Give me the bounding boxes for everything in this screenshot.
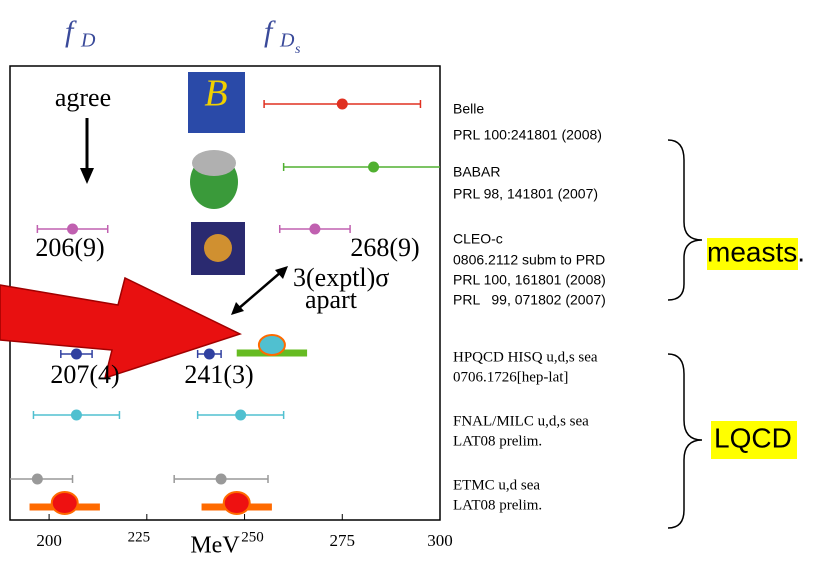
chart: f D f D s B agree 206(9) 268(9) 3(exptl)… (0, 0, 838, 562)
reference: CLEO-c (453, 231, 503, 247)
x-tick-label: 250 (241, 529, 264, 545)
x-axis-label: MeV (190, 533, 240, 559)
band-center (224, 492, 250, 514)
point (235, 410, 246, 421)
header-sub: D (279, 30, 295, 52)
reference: PRL 100:241801 (2008) (453, 127, 602, 143)
reference: PRL 100, 161801 (2008) (453, 272, 606, 288)
point (309, 224, 320, 235)
x-tick-label: 200 (36, 531, 62, 550)
x-tick-label: 225 (128, 529, 151, 545)
point (204, 349, 215, 360)
band-center (259, 335, 285, 355)
belle-logo: B (188, 72, 245, 133)
annotation: 207(4) (50, 360, 119, 389)
point (337, 99, 348, 110)
reference: PRL 99, 071802 (2007) (453, 292, 606, 308)
header-sub: D (80, 30, 96, 52)
reference: Belle (453, 101, 484, 117)
point (71, 349, 82, 360)
babar-logo (190, 150, 238, 209)
point (216, 474, 227, 485)
reference: PRL 98, 141801 (2007) (453, 186, 598, 202)
point (67, 224, 78, 235)
point (368, 162, 379, 173)
reference: BABAR (453, 164, 500, 180)
point (71, 410, 82, 421)
annotation: apart (305, 285, 358, 314)
reference: FNAL/MILC u,d,s sea (453, 413, 589, 429)
group-label: measts. (707, 236, 805, 267)
svg-text:B: B (204, 73, 227, 115)
reference: 0706.1726[hep-lat] (453, 369, 568, 385)
point (32, 474, 43, 485)
annotation: agree (55, 83, 111, 112)
group-label: LQCD (714, 422, 792, 453)
reference: LAT08 prelim. (453, 433, 542, 449)
reference: LAT08 prelim. (453, 497, 542, 513)
reference: ETMC u,d sea (453, 477, 540, 493)
header-subsub: s (295, 42, 301, 57)
annotation: 268(9) (350, 233, 419, 262)
x-tick-label: 275 (330, 531, 356, 550)
cleo-logo (191, 222, 245, 275)
annotation: 241(3) (184, 360, 253, 389)
annotation: 206(9) (35, 233, 104, 262)
reference: 0806.2112 subm to PRD (453, 252, 605, 268)
reference: HPQCD HISQ u,d,s sea (453, 349, 598, 365)
x-tick-label: 300 (427, 531, 453, 550)
band-center (52, 492, 78, 514)
